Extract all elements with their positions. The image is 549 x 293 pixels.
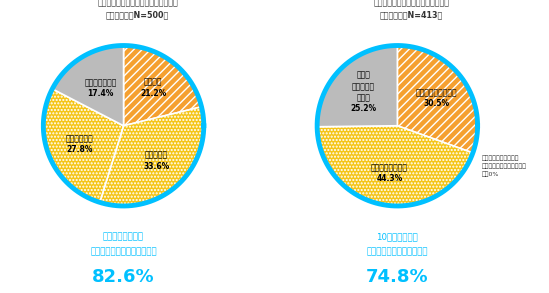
Title: Q.10年前と比べて、
防犯カメラが増えたと思いますか。
（単数回答、N=413）: Q.10年前と比べて、 防犯カメラが増えたと思いますか。 （単数回答、N=413…: [373, 0, 450, 19]
Text: 防犯カメラが増えたと思う: 防犯カメラが増えたと思う: [367, 247, 428, 256]
Wedge shape: [397, 45, 478, 153]
Text: 10年前と比べて: 10年前と比べて: [377, 232, 418, 241]
Title: Q.あなたは、普段の生活の中で
防犯カメラを見ることがありますか。
（単数回答、N=500）: Q.あなたは、普段の生活の中で 防犯カメラを見ることがありますか。 （単数回答、…: [97, 0, 178, 19]
Text: 「やや減ったと思う」
「とても減ったと思う」は
共に0%: 「やや減ったと思う」 「とても減ったと思う」は 共に0%: [481, 155, 526, 177]
Wedge shape: [100, 107, 204, 206]
Wedge shape: [52, 45, 124, 126]
Text: 普段の生活の中で: 普段の生活の中で: [103, 232, 144, 241]
Text: とても増えたと思う
30.5%: とても増えたと思う 30.5%: [416, 88, 457, 108]
Wedge shape: [124, 45, 201, 126]
Wedge shape: [317, 45, 397, 127]
Text: 防犯カメラを見ることがある: 防犯カメラを見ることがある: [90, 247, 157, 256]
Text: たまに見る
33.6%: たまに見る 33.6%: [143, 151, 170, 171]
Wedge shape: [317, 126, 473, 206]
Text: やや増えたと思う
44.3%: やや増えたと思う 44.3%: [371, 163, 408, 183]
Text: 74.8%: 74.8%: [366, 268, 429, 286]
Text: あまり
変わらない
と思う
25.2%: あまり 変わらない と思う 25.2%: [350, 71, 376, 113]
Text: あまり見ない
27.8%: あまり見ない 27.8%: [65, 134, 93, 154]
Text: 見たことがない
17.4%: 見たことがない 17.4%: [85, 78, 117, 98]
Text: よく見る
21.2%: よく見る 21.2%: [140, 78, 166, 98]
Text: 82.6%: 82.6%: [92, 268, 155, 286]
Wedge shape: [43, 89, 124, 202]
